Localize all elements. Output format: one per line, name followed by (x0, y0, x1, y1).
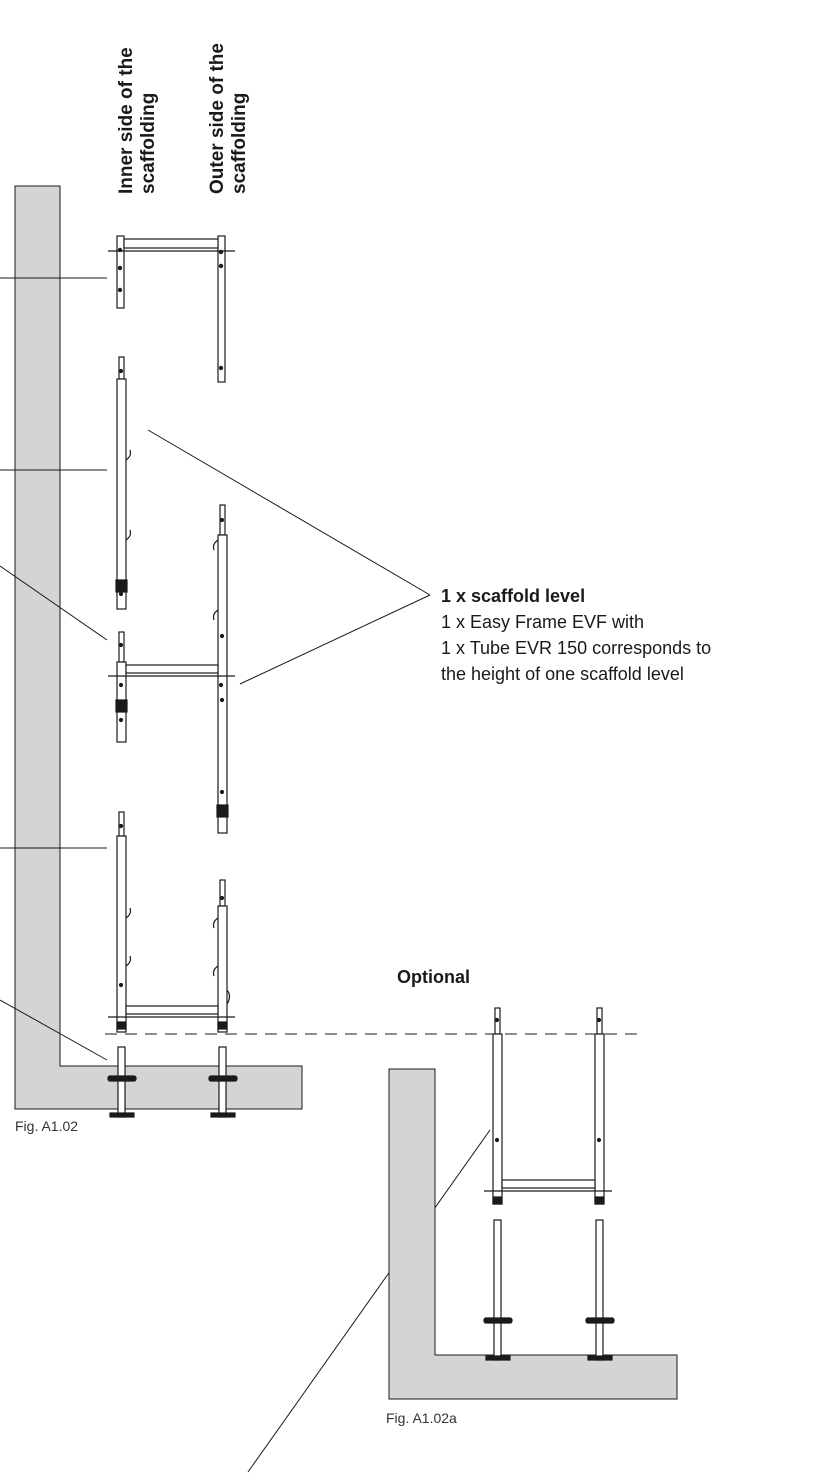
optional-frame (484, 1007, 612, 1205)
inner-tube-upper (115, 356, 132, 610)
optional-base-jacks (483, 1219, 615, 1361)
note-line-3: the height of one scaffold level (441, 664, 684, 684)
lower-frame (108, 811, 235, 1033)
note-heading: 1 x scaffold level (441, 586, 586, 606)
outer-side-line-1: Outer side of the (207, 43, 228, 194)
base-jacks-main (107, 1046, 238, 1118)
middle-frame (108, 631, 235, 743)
optional-label: Optional (397, 967, 470, 987)
main-wall (14, 185, 303, 1110)
outer-side-line-2: scaffolding (229, 92, 250, 194)
top-frame (108, 235, 235, 383)
note-line-1: 1 x Easy Frame EVF with (441, 612, 645, 632)
note-line-2: 1 x Tube EVR 150 corresponds to (441, 638, 712, 658)
outer-side-label: Outer side of the scaffolding (207, 43, 251, 194)
inner-side-line-2: scaffolding (138, 92, 159, 194)
scaffold-level-note: 1 x scaffold level 1 x Easy Frame EVF wi… (441, 583, 711, 687)
caption-optional: Fig. A1.02a (386, 1410, 457, 1426)
inner-side-label: Inner side of the scaffolding (116, 47, 160, 194)
leader-lines (0, 277, 491, 1473)
optional-wall (388, 1068, 678, 1400)
inner-side-line-1: Inner side of the (116, 47, 137, 194)
caption-main: Fig. A1.02 (15, 1118, 79, 1134)
